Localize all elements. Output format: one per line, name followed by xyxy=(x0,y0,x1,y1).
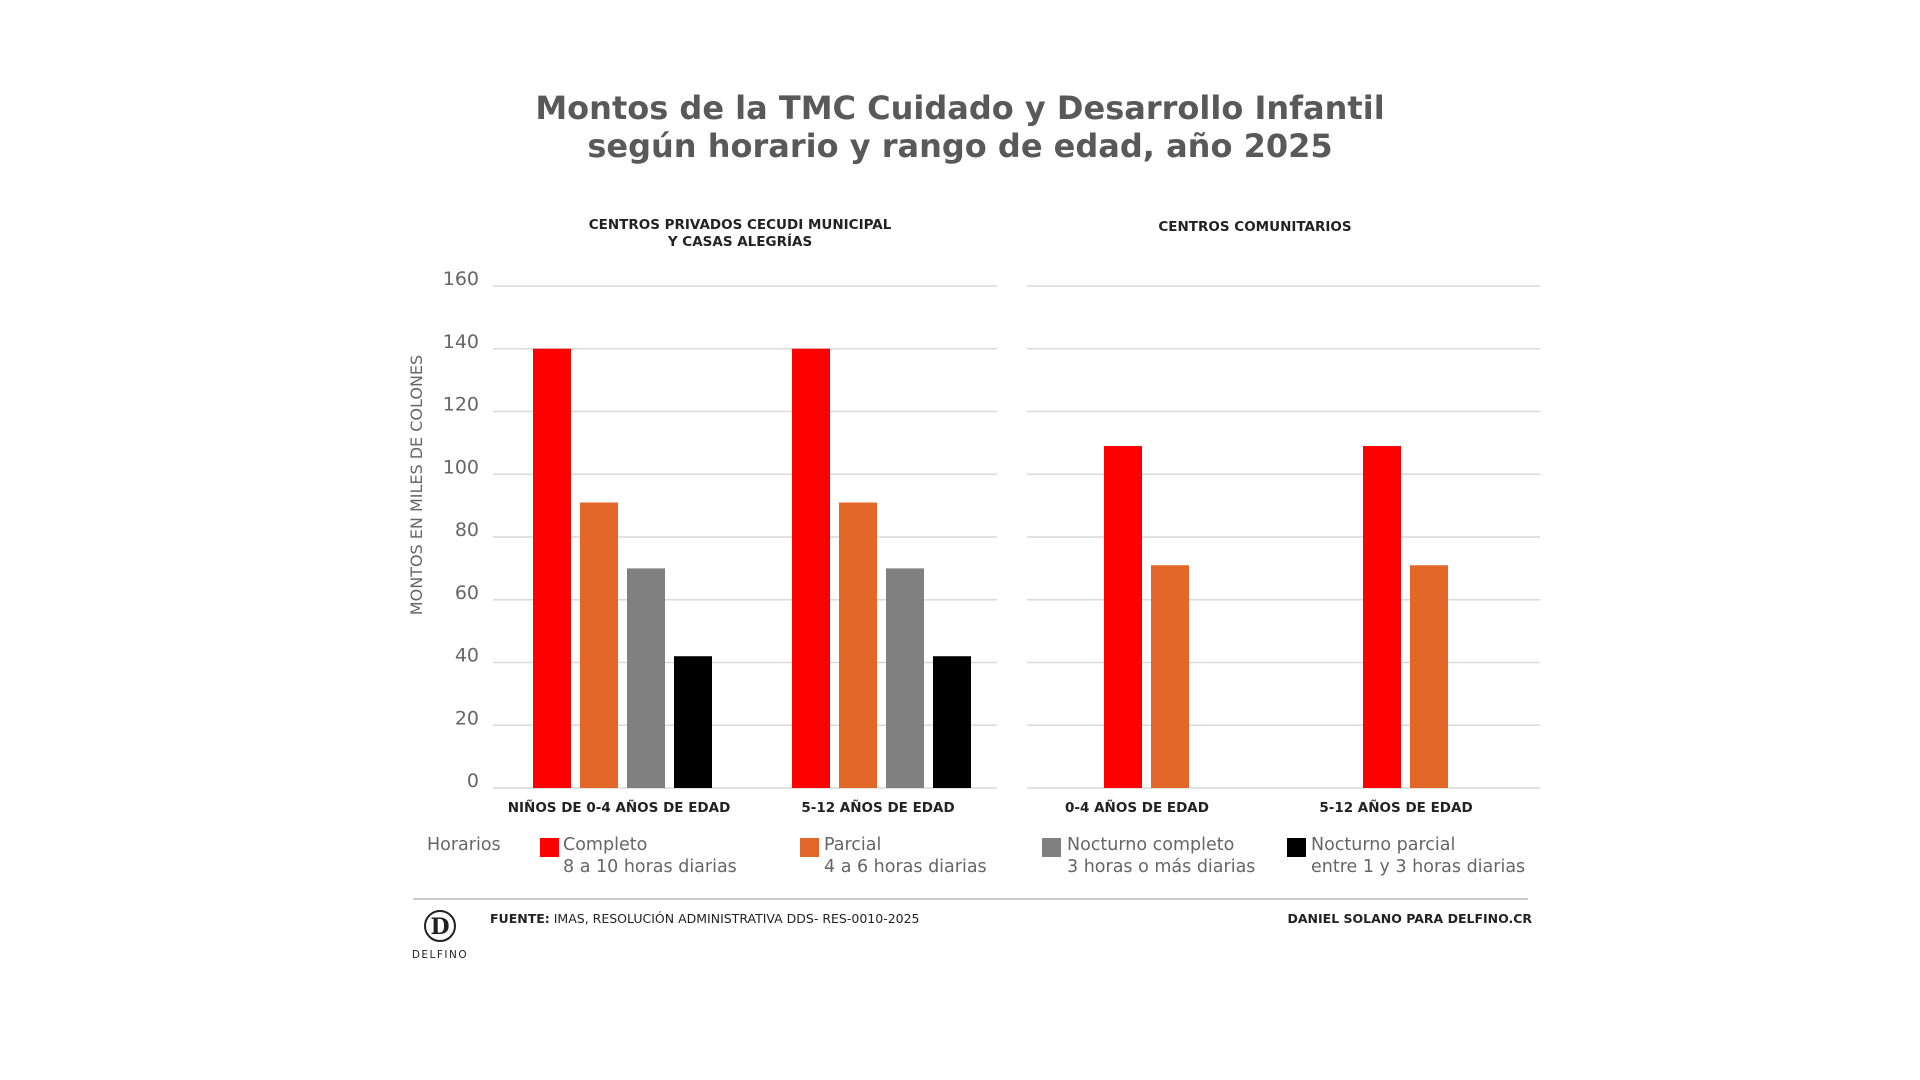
bar-parcial xyxy=(1151,565,1189,788)
legend-swatch-completo xyxy=(540,838,559,857)
bar-completo xyxy=(1363,446,1401,788)
source-text: IMAS, RESOLUCIÓN ADMINISTRATIVA DDS- RES… xyxy=(550,911,920,926)
chart-title-line1: Montos de la TMC Cuidado y Desarrollo In… xyxy=(535,89,1384,127)
y-tick-label: 160 xyxy=(443,268,479,290)
legend-desc-completo: 8 a 10 horas diarias xyxy=(563,857,737,877)
y-axis-label: MONTOS EN MILES DE COLONES xyxy=(407,355,426,615)
legend-desc-parcial: 4 a 6 horas diarias xyxy=(824,857,987,877)
panel-right-title: CENTROS COMUNITARIOS xyxy=(1158,219,1351,235)
bar-completo xyxy=(1104,446,1142,788)
legend-name-completo: Completo xyxy=(563,835,647,855)
legend-desc-nocturno-completo: 3 horas o más diarias xyxy=(1067,857,1255,877)
y-tick-label: 120 xyxy=(443,394,479,416)
bar-parcial xyxy=(839,502,877,788)
y-tick-label: 140 xyxy=(443,331,479,353)
panel-left-title-line2: Y CASAS ALEGRÍAS xyxy=(667,233,812,250)
y-tick-label: 0 xyxy=(467,770,479,792)
bar-completo xyxy=(533,348,571,788)
legend-swatch-nocturno-completo xyxy=(1042,838,1061,857)
bar-parcial xyxy=(580,502,618,788)
delfino-logo-icon xyxy=(424,910,456,942)
category-label-left-0: NIÑOS DE 0-4 AÑOS DE EDAD xyxy=(508,799,731,816)
legend-swatch-parcial xyxy=(800,838,819,857)
y-tick-label: 60 xyxy=(455,582,479,604)
legend-desc-nocturno-parcial: entre 1 y 3 horas diarias xyxy=(1311,857,1525,877)
y-tick-label: 100 xyxy=(443,456,479,478)
logo-name: DELFINO xyxy=(412,949,468,961)
y-tick-label: 20 xyxy=(455,707,479,729)
bar-nocturno-parcial xyxy=(674,656,712,788)
panel-left-title-line1: CENTROS PRIVADOS CECUDI MUNICIPAL xyxy=(589,217,892,233)
legend-name-nocturno-parcial: Nocturno parcial xyxy=(1311,835,1455,855)
category-label-right-0: 0-4 AÑOS DE EDAD xyxy=(1065,799,1209,816)
bars xyxy=(533,348,1448,788)
bar-parcial xyxy=(1410,565,1448,788)
bar-nocturno-parcial xyxy=(933,656,971,788)
bar-completo xyxy=(792,348,830,788)
y-tick-labels: 0 20 40 60 80 100 120 140 160 xyxy=(443,268,479,792)
y-tick-label: 80 xyxy=(455,519,479,541)
legend-name-nocturno-completo: Nocturno completo xyxy=(1067,835,1234,855)
bar-nocturno-completo xyxy=(886,568,924,788)
legend-name-parcial: Parcial xyxy=(824,835,881,855)
legend-swatch-nocturno-parcial xyxy=(1287,838,1306,857)
legend-title: Horarios xyxy=(427,835,501,855)
logo-letter: D xyxy=(430,914,449,940)
y-tick-label: 40 xyxy=(455,645,479,667)
credit: DANIEL SOLANO PARA DELFINO.CR xyxy=(1288,911,1533,926)
category-label-right-1: 5-12 AÑOS DE EDAD xyxy=(1319,799,1472,816)
category-label-left-1: 5-12 AÑOS DE EDAD xyxy=(801,799,954,816)
chart-title-line2: según horario y rango de edad, año 2025 xyxy=(587,127,1332,165)
source-note: FUENTE: IMAS, RESOLUCIÓN ADMINISTRATIVA … xyxy=(490,911,920,926)
bar-nocturno-completo xyxy=(627,568,665,788)
source-label: FUENTE: xyxy=(490,911,550,926)
